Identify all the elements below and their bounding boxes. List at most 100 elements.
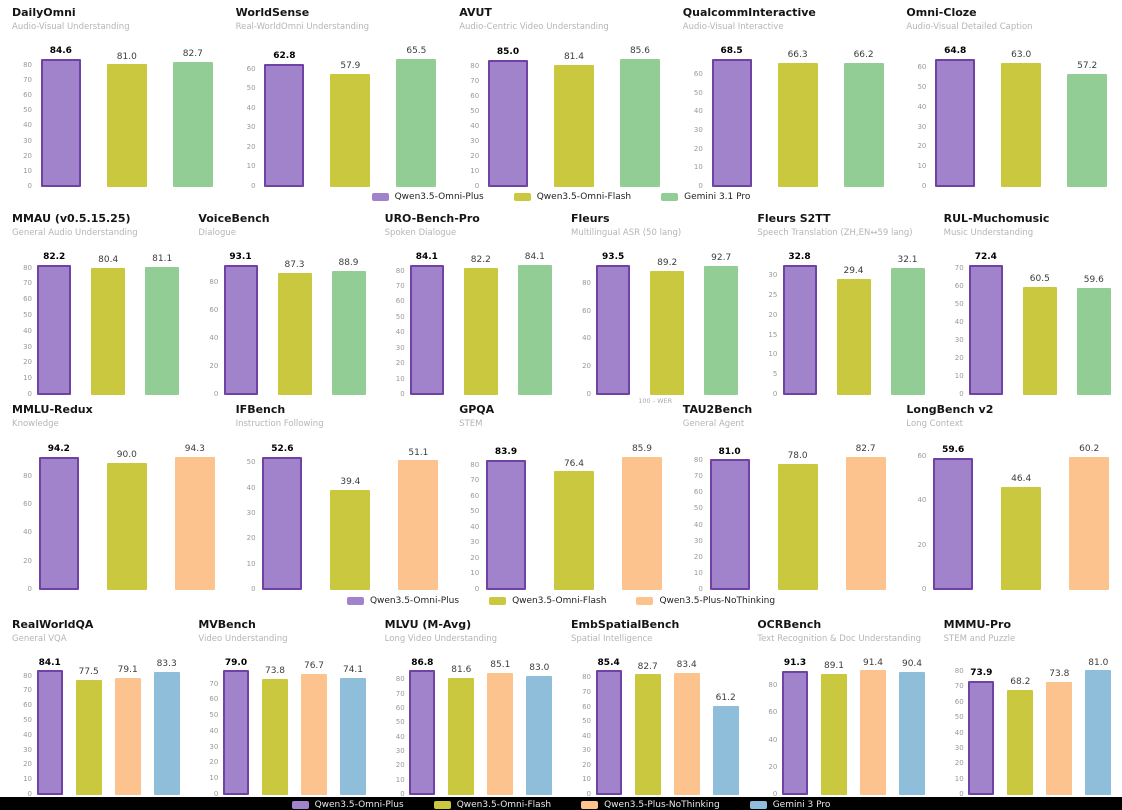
y-tick-label: 10 — [246, 162, 256, 171]
legend-swatch — [749, 800, 767, 809]
bar-column: 89.2 — [650, 247, 685, 395]
chart-embspatialbench: EmbSpatialBench Spatial Intelligence 0 10 20… — [561, 612, 747, 798]
bar-column: 39.4 — [330, 438, 371, 590]
y-tick-label: 60 — [917, 63, 927, 72]
bar-column: 81.0 — [106, 41, 147, 187]
y-tick-label: 10 — [395, 374, 405, 383]
chart-title: GPQA — [459, 403, 495, 416]
bar-column: 51.1 — [398, 438, 439, 590]
y-tick-label: 70 — [582, 687, 591, 696]
bar-qwen3-5-omni-plus — [933, 458, 974, 590]
y-tick-label: 0 — [586, 790, 591, 798]
y-tick-label: 40 — [917, 496, 927, 505]
chart-plot-area: 0 20 40 60 59.6 46.4 60.2 — [906, 438, 1112, 593]
bars-group: 86.8 81.6 85.1 83.0 — [409, 653, 553, 795]
value-label: 84.1 — [524, 252, 545, 263]
bar-qwen3-5-omni-flash — [1022, 286, 1057, 395]
y-tick-label: 25 — [768, 291, 778, 300]
value-label: 59.6 — [942, 445, 965, 456]
y-tick-label: 30 — [768, 271, 778, 280]
bars-group: 94.2 90.0 94.3 — [38, 438, 216, 590]
value-label: 76.7 — [303, 661, 325, 672]
y-tick-label: 50 — [693, 504, 703, 513]
value-label: 81.4 — [563, 52, 584, 63]
bar-column: 84.6 — [40, 41, 81, 187]
chart-subtitle: Audio-Centric Video Understanding — [459, 22, 609, 32]
y-tick-label: 30 — [693, 536, 703, 545]
legend-swatch — [636, 597, 654, 605]
bar-column: 63.0 — [1001, 41, 1042, 187]
chart-uro-bench-pro: URO-Bench-Pro Spoken Dialogue 0 10 20 30 40 50 6… — [375, 206, 561, 398]
benchmark-row-vision: RealWorldQA General VQA 0 10 20 30 40 50 60 70 80 8… — [0, 612, 1122, 798]
bar-qwen3-5-omni-flash — [448, 677, 475, 795]
chart-subtitle: Speech Translation (ZH,EN↔59 lang) — [757, 228, 913, 238]
benchmark-row-omni: DailyOmni Audio-Visual Understanding 0 10 20… — [0, 0, 1122, 190]
value-label: 85.4 — [597, 657, 620, 668]
y-tick-label: 40 — [395, 732, 405, 741]
legend-label: Gemini 3 Pro — [772, 799, 831, 810]
chart-title: OCRBench — [757, 618, 822, 631]
chart-dailyomni: DailyOmni Audio-Visual Understanding 0 10 20… — [2, 0, 226, 190]
value-label: 63.0 — [1011, 49, 1032, 60]
bar-column: 68.5 — [711, 41, 752, 187]
y-tick-label: 30 — [954, 336, 964, 345]
y-tick-label: 20 — [917, 142, 927, 151]
value-label: 85.6 — [629, 46, 650, 57]
y-tick-label: 70 — [395, 281, 405, 290]
bar-qwen3-5-omni-flash — [650, 271, 685, 395]
bar-qwen3-5-omni-plus — [782, 265, 817, 395]
bar-qwen3-5-omni-flash — [330, 73, 371, 187]
value-label: 39.4 — [340, 477, 361, 488]
y-tick-label: 60 — [582, 702, 591, 711]
y-tick-label: 60 — [470, 491, 480, 500]
value-label: 77.5 — [78, 667, 99, 678]
bar-column: 80.4 — [91, 247, 126, 395]
bar-qwen3-5-omni-flash — [91, 268, 126, 395]
bar-column: 91.3 — [782, 653, 808, 795]
chart-ifbench: IFBench Instruction Following 0 10 20 30 40 50 5… — [226, 397, 450, 593]
bar-column: 85.0 — [487, 41, 528, 187]
y-tick-label: 60 — [582, 306, 591, 315]
y-tick-label: 80 — [395, 266, 405, 275]
chart-plot-area: 0 10 20 30 40 50 60 70 80 84.1 77.5 79.1 83.3 — [12, 653, 180, 798]
y-tick-label: 20 — [209, 362, 219, 371]
legend-swatch — [513, 193, 531, 201]
legend-item-qwen3-5-plus-nothinking: Qwen3.5-Plus-NoThinking — [636, 596, 775, 606]
legend-swatch — [433, 800, 451, 809]
y-tick-label: 60 — [395, 703, 405, 712]
y-tick-label: 40 — [470, 522, 480, 531]
bar-qwen3-5-omni-flash — [277, 273, 312, 395]
value-label: 57.2 — [1077, 61, 1098, 72]
bar-column: 92.7 — [704, 247, 739, 395]
value-label: 82.7 — [637, 661, 658, 672]
value-label: 81.0 — [116, 51, 137, 62]
value-label: 90.0 — [116, 449, 137, 460]
y-tick-label: 10 — [23, 374, 32, 383]
bar-gemini-3-pro — [1085, 670, 1112, 795]
y-tick-label: 60 — [954, 697, 964, 706]
y-tick-label: 50 — [582, 717, 591, 726]
chart-mmau-v0-5-15-25: MMAU (v0.5.15.25) General Audio Understan… — [2, 206, 188, 398]
bars-group: 68.5 66.3 66.2 — [709, 41, 887, 187]
value-label: 60.5 — [1029, 273, 1050, 284]
bar-column: 79.0 — [223, 653, 249, 795]
chart-plot-area: 0 10 20 30 40 50 60 68.5 66.3 66.2 — [683, 41, 889, 190]
chart-mmlu-redux: MMLU-Redux Knowledge 0 20 40 60 80 94.2 90.0 94.3 — [2, 397, 226, 593]
bar-column: 83.9 — [485, 438, 526, 590]
y-tick-label: 50 — [693, 88, 703, 97]
y-tick-label: 50 — [395, 312, 405, 321]
bar-column: 72.4 — [968, 247, 1003, 395]
y-tick-label: 0 — [921, 182, 927, 190]
chart-ocrbench: OCRBench Text Recognition & Doc Understan… — [747, 612, 933, 798]
chart-qualcomminteractive: QualcommInteractive Audio-Visual Interact… — [673, 0, 897, 190]
benchmark-row-audio: MMAU (v0.5.15.25) General Audio Understan… — [0, 206, 1122, 405]
value-label: 85.0 — [496, 46, 520, 57]
y-tick-label: 0 — [772, 790, 778, 798]
chart-plot-area: 0 10 20 30 40 50 60 70 79.0 73.8 76.7 74.1 — [198, 653, 366, 798]
bar-qwen3-5-omni-plus — [38, 456, 79, 590]
y-tick-label: 10 — [693, 163, 703, 172]
bar-column: 93.1 — [223, 247, 258, 395]
y-tick-label: 80 — [23, 60, 32, 69]
bar-column: 81.4 — [553, 41, 594, 187]
y-tick-label: 10 — [246, 559, 256, 568]
